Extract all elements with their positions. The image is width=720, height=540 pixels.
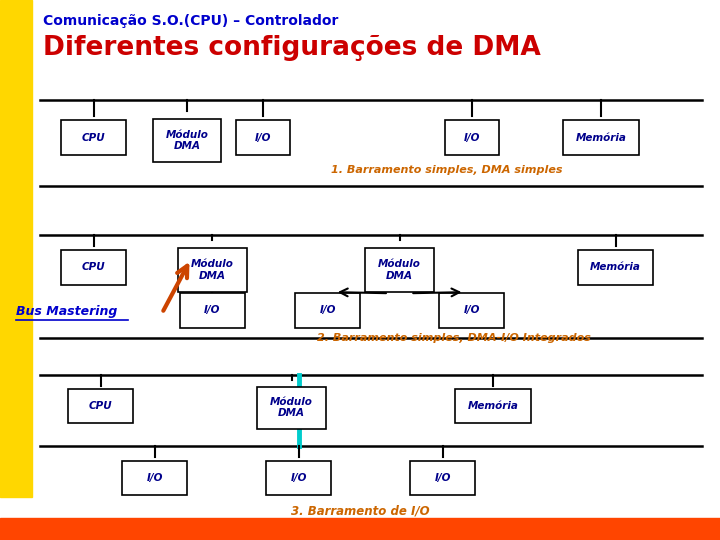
Text: Módulo
DMA: Módulo DMA xyxy=(270,397,313,418)
FancyBboxPatch shape xyxy=(563,120,639,156)
FancyBboxPatch shape xyxy=(295,293,360,328)
FancyBboxPatch shape xyxy=(410,461,475,495)
FancyBboxPatch shape xyxy=(236,120,289,156)
FancyBboxPatch shape xyxy=(122,461,187,495)
Text: Memória: Memória xyxy=(590,262,641,272)
Text: CPU: CPU xyxy=(82,133,105,143)
Text: Módulo
DMA: Módulo DMA xyxy=(166,130,209,151)
FancyBboxPatch shape xyxy=(258,387,325,429)
FancyBboxPatch shape xyxy=(266,461,331,495)
FancyBboxPatch shape xyxy=(153,119,222,162)
Text: 1. Barramento simples, DMA simples: 1. Barramento simples, DMA simples xyxy=(330,165,562,175)
Bar xyxy=(0,518,720,540)
Text: I/O: I/O xyxy=(147,473,163,483)
Text: CPU: CPU xyxy=(89,401,112,411)
Text: Bus Mastering: Bus Mastering xyxy=(16,305,117,318)
FancyBboxPatch shape xyxy=(577,249,654,285)
Text: I/O: I/O xyxy=(464,133,480,143)
Text: Memória: Memória xyxy=(468,401,518,411)
Bar xyxy=(0,0,32,497)
Text: Comunicação S.O.(CPU) – Controlador: Comunicação S.O.(CPU) – Controlador xyxy=(43,14,338,28)
Text: CPU: CPU xyxy=(82,262,105,272)
FancyBboxPatch shape xyxy=(180,293,245,328)
FancyBboxPatch shape xyxy=(179,248,246,292)
FancyBboxPatch shape xyxy=(439,293,504,328)
Text: I/O: I/O xyxy=(464,306,480,315)
Text: 3. Barramento de I/O: 3. Barramento de I/O xyxy=(291,505,429,518)
Text: I/O: I/O xyxy=(320,306,336,315)
FancyBboxPatch shape xyxy=(61,120,126,156)
FancyBboxPatch shape xyxy=(456,389,531,423)
Text: Módulo
DMA: Módulo DMA xyxy=(191,259,234,281)
Text: Diferentes configurações de DMA: Diferentes configurações de DMA xyxy=(43,35,541,61)
Text: I/O: I/O xyxy=(255,133,271,143)
FancyBboxPatch shape xyxy=(445,120,498,156)
FancyBboxPatch shape xyxy=(366,248,433,292)
Text: I/O: I/O xyxy=(435,473,451,483)
Text: Memória: Memória xyxy=(576,133,626,143)
Text: Módulo
DMA: Módulo DMA xyxy=(378,259,421,281)
Text: 2. Barramento simples, DMA-I/O Integrados: 2. Barramento simples, DMA-I/O Integrado… xyxy=(317,333,590,343)
FancyBboxPatch shape xyxy=(61,249,126,285)
Text: I/O: I/O xyxy=(291,473,307,483)
Text: I/O: I/O xyxy=(204,306,220,315)
FancyBboxPatch shape xyxy=(68,389,133,423)
